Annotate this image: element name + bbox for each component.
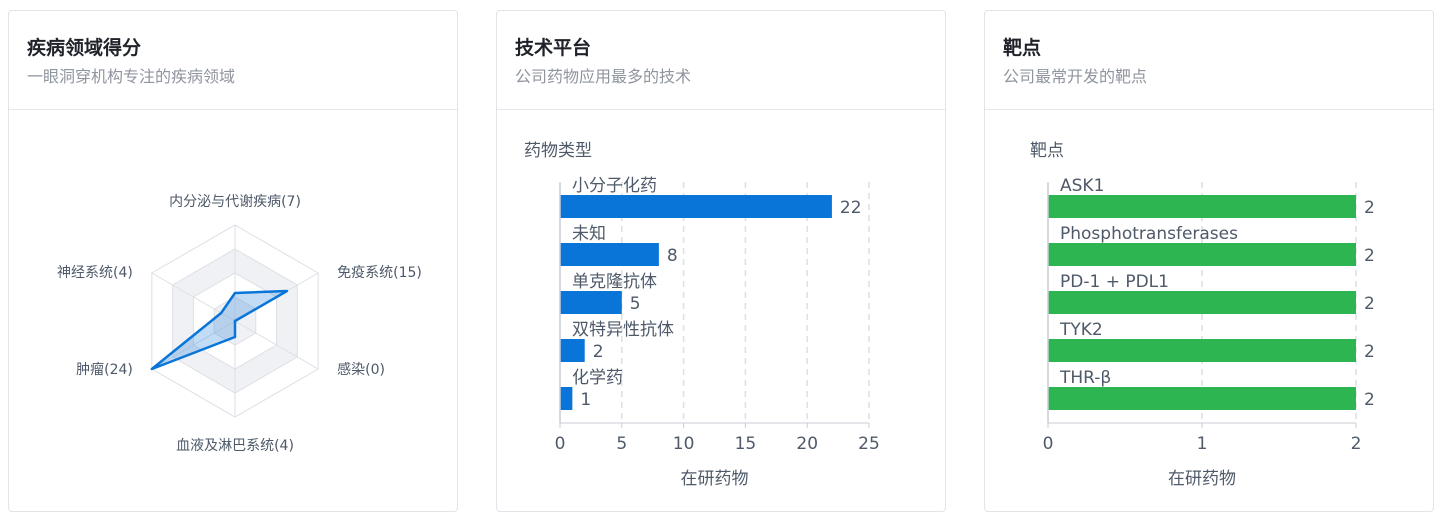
category-label: 双特异性抗体 — [572, 320, 674, 340]
x-tick-label: 0 — [555, 434, 566, 454]
category-label: 未知 — [572, 224, 606, 244]
x-tick-label: 5 — [616, 434, 627, 454]
x-tick-label: 20 — [796, 434, 818, 454]
category-label: 单克隆抗体 — [572, 272, 657, 292]
bar — [1048, 243, 1356, 266]
radar-series-area — [150, 289, 289, 371]
category-label: Phosphotransferases — [1060, 224, 1238, 244]
category-label: TYK2 — [1059, 320, 1103, 340]
value-label: 1 — [580, 390, 591, 410]
card-header: 技术平台 公司药物应用最多的技术 — [497, 11, 945, 110]
category-label: PD-1 + PDL1 — [1060, 272, 1169, 292]
tech-platform-card: 技术平台 公司药物应用最多的技术 药物类型 0 5 10 15 20 25 小分子化药 22 未知… — [496, 10, 946, 512]
bar — [560, 291, 622, 314]
card-body: 药物类型 0 5 10 15 20 25 小分子化药 22 未知 8 单克隆抗体 5 双特异性抗体 2 化学药… — [497, 110, 945, 511]
card-body: 靶点 0 1 2 ASK1 2 Phosphotransferases 2 PD-1 + PDL… — [985, 110, 1433, 511]
y-axis-title: 靶点 — [1030, 141, 1064, 161]
value-label: 2 — [1364, 246, 1375, 266]
bar — [560, 243, 659, 266]
card-subtitle: 公司最常开发的靶点 — [1003, 67, 1148, 86]
radar-axis-label: 血液及淋巴系统(4) — [176, 438, 294, 454]
y-axis-title: 药物类型 — [524, 141, 592, 161]
card-body: 内分泌与代谢疾病(7) 免疫系统(15) 感染(0) 血液及淋巴系统(4) 肿瘤(24)… — [9, 110, 457, 511]
card-header: 靶点 公司最常开发的靶点 — [985, 11, 1433, 110]
bar — [560, 195, 832, 218]
radar-axis-label: 内分泌与代谢疾病(7) — [169, 194, 301, 210]
target-bar-chart: 靶点 0 1 2 ASK1 2 Phosphotransferases 2 PD-1 + PDL… — [1030, 141, 1375, 489]
category-label: 小分子化药 — [572, 176, 657, 196]
x-tick-label: 0 — [1043, 434, 1054, 454]
bar — [1048, 339, 1356, 362]
bar — [1048, 387, 1356, 410]
value-label: 2 — [1364, 294, 1375, 314]
value-label: 8 — [667, 246, 678, 266]
x-axis-title: 在研药物 — [1168, 469, 1236, 489]
card-header: 疾病领域得分 一眼洞穿机构专注的疾病领域 — [9, 11, 457, 110]
x-tick-label: 25 — [858, 434, 880, 454]
value-label: 2 — [1364, 390, 1375, 410]
x-tick-label: 1 — [1197, 434, 1208, 454]
radar-axis-line — [234, 320, 319, 370]
card-title: 靶点 — [1003, 37, 1042, 59]
radar-axis-label: 神经系统(4) — [57, 265, 133, 281]
card-subtitle: 公司药物应用最多的技术 — [515, 67, 692, 86]
value-label: 2 — [1364, 198, 1375, 218]
value-label: 22 — [840, 198, 862, 218]
card-title: 技术平台 — [515, 37, 592, 59]
x-tick-label: 2 — [1351, 434, 1362, 454]
bar — [1048, 195, 1356, 218]
bar — [560, 339, 585, 362]
x-tick-label: 15 — [735, 434, 757, 454]
card-subtitle: 一眼洞穿机构专注的疾病领域 — [27, 67, 236, 86]
radar-axis-label: 感染(0) — [337, 361, 385, 378]
bar — [1048, 291, 1356, 314]
radar-axis-line — [151, 320, 236, 370]
disease-area-card: 疾病领域得分 一眼洞穿机构专注的疾病领域 内分泌与代谢疾病(7) 免疫系统(15)… — [8, 10, 458, 512]
value-label: 2 — [1364, 342, 1375, 362]
radar-axis-label: 肿瘤(24) — [76, 361, 133, 378]
category-label: THR-β — [1059, 368, 1111, 388]
target-card: 靶点 公司最常开发的靶点 靶点 0 1 2 ASK1 2 Phosphotransferas… — [984, 10, 1434, 512]
category-label: ASK1 — [1060, 176, 1104, 196]
x-tick-label: 10 — [673, 434, 695, 454]
value-label: 5 — [630, 294, 641, 314]
value-label: 2 — [593, 342, 604, 362]
card-title: 疾病领域得分 — [27, 37, 142, 59]
radar-chart: 内分泌与代谢疾病(7) 免疫系统(15) 感染(0) 血液及淋巴系统(4) 肿瘤(24)… — [57, 194, 422, 454]
category-label: 化学药 — [572, 368, 623, 388]
bar — [560, 387, 573, 410]
x-axis-title: 在研药物 — [681, 469, 749, 489]
radar-axis-label: 免疫系统(15) — [337, 265, 422, 281]
